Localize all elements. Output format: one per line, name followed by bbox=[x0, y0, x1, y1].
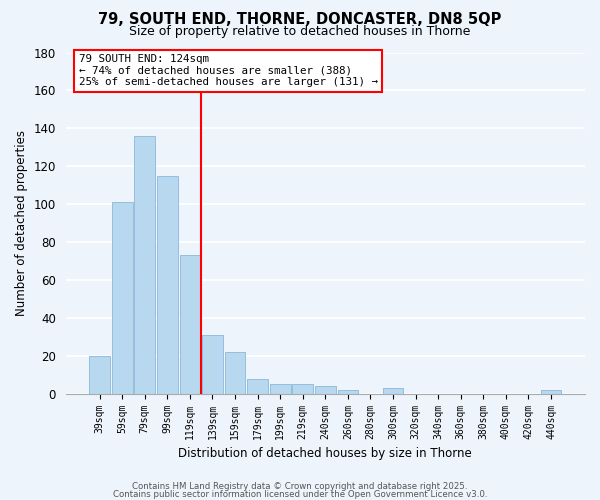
Y-axis label: Number of detached properties: Number of detached properties bbox=[15, 130, 28, 316]
Bar bbox=[202, 335, 223, 394]
Text: Contains HM Land Registry data © Crown copyright and database right 2025.: Contains HM Land Registry data © Crown c… bbox=[132, 482, 468, 491]
Bar bbox=[112, 202, 133, 394]
Text: 79 SOUTH END: 124sqm
← 74% of detached houses are smaller (388)
25% of semi-deta: 79 SOUTH END: 124sqm ← 74% of detached h… bbox=[79, 54, 377, 88]
X-axis label: Distribution of detached houses by size in Thorne: Distribution of detached houses by size … bbox=[178, 447, 472, 460]
Text: 79, SOUTH END, THORNE, DONCASTER, DN8 5QP: 79, SOUTH END, THORNE, DONCASTER, DN8 5Q… bbox=[98, 12, 502, 28]
Bar bbox=[338, 390, 358, 394]
Bar bbox=[315, 386, 336, 394]
Bar bbox=[247, 378, 268, 394]
Bar bbox=[292, 384, 313, 394]
Bar bbox=[157, 176, 178, 394]
Bar bbox=[89, 356, 110, 394]
Text: Size of property relative to detached houses in Thorne: Size of property relative to detached ho… bbox=[130, 25, 470, 38]
Text: Contains public sector information licensed under the Open Government Licence v3: Contains public sector information licen… bbox=[113, 490, 487, 499]
Bar bbox=[179, 256, 200, 394]
Bar bbox=[541, 390, 562, 394]
Bar bbox=[134, 136, 155, 394]
Bar bbox=[224, 352, 245, 394]
Bar bbox=[383, 388, 403, 394]
Bar bbox=[270, 384, 290, 394]
